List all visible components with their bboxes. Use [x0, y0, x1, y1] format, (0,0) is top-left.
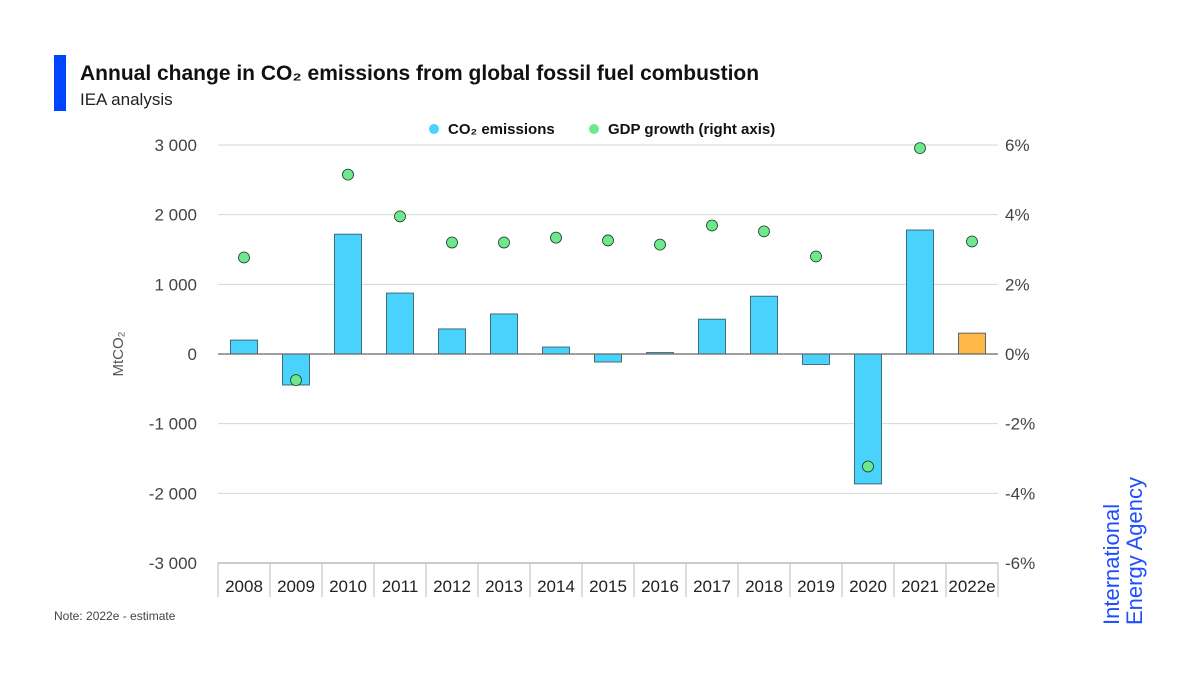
bar-2022e [958, 332, 986, 355]
y2-tick-label: -4% [1005, 484, 1035, 503]
bar-2008 [230, 339, 258, 355]
y-tick-label: 0 [188, 345, 197, 364]
bar-2010 [334, 233, 362, 355]
gdp-point-2021 [914, 142, 926, 155]
chart-title: Annual change in CO₂ emissions from glob… [80, 62, 760, 85]
logo-line-2: Energy Agency [1122, 477, 1147, 625]
y-axis-label: MtCO₂ [110, 331, 127, 376]
gdp-point-2019 [810, 250, 822, 263]
x-tick-label: 2016 [641, 577, 679, 596]
bar-2017 [698, 318, 726, 355]
y2-tick-label: 0% [1005, 345, 1030, 364]
bar-2018 [750, 295, 778, 355]
gdp-point-2015 [602, 234, 614, 247]
bar-2015 [594, 353, 622, 363]
gdp-point-2014 [550, 231, 562, 244]
y-tick-label: 3 000 [154, 136, 197, 155]
note: Note: 2022e - estimate [54, 609, 176, 623]
x-tick-label: 2014 [537, 577, 575, 596]
x-tick-label: 2009 [277, 577, 315, 596]
y2-tick-label: 4% [1005, 206, 1030, 225]
logo-line-1: International [1099, 503, 1124, 625]
gdp-point-2008 [238, 251, 250, 264]
legend-co2-marker [429, 124, 439, 134]
x-tick-label: 2018 [745, 577, 783, 596]
x-tick-label: 2015 [589, 577, 627, 596]
x-tick-label: 2022e [948, 577, 995, 596]
y-tick-label: -3 000 [149, 554, 197, 573]
bar-2014 [542, 346, 570, 355]
gdp-point-2020 [862, 460, 874, 473]
gdp-point-2009 [290, 374, 302, 387]
x-tick-label: 2013 [485, 577, 523, 596]
legend-gdp-label: GDP growth (right axis) [608, 121, 775, 138]
x-tick-label: 2012 [433, 577, 471, 596]
bar-2013 [490, 313, 518, 355]
gdp-point-2022e [966, 235, 978, 248]
iea-logo: International Energy Agency [1099, 477, 1147, 625]
y2-tick-label: -6% [1005, 554, 1035, 573]
legend-co2-label: CO₂ emissions [448, 121, 555, 138]
gdp-point-2017 [706, 219, 718, 232]
legend-gdp-marker [589, 124, 599, 134]
y-tick-label: -1 000 [149, 415, 197, 434]
bar-2011 [386, 292, 414, 355]
x-tick-label: 2021 [901, 577, 939, 596]
accent-bar [54, 55, 66, 111]
bar-2012 [438, 328, 466, 355]
bar-2019 [802, 353, 830, 365]
x-tick-label: 2008 [225, 577, 263, 596]
x-tick-label: 2019 [797, 577, 835, 596]
y2-tick-label: -2% [1005, 415, 1035, 434]
x-tick-label: 2017 [693, 577, 731, 596]
y2-tick-label: 6% [1005, 136, 1030, 155]
gdp-point-2010 [342, 168, 354, 181]
x-tick-label: 2020 [849, 577, 887, 596]
gdp-point-2012 [446, 236, 458, 249]
y-tick-label: 1 000 [154, 275, 197, 294]
gdp-point-2016 [654, 238, 666, 251]
gdp-point-2013 [498, 236, 510, 249]
y-tick-label: 2 000 [154, 206, 197, 225]
bar-2021 [906, 229, 934, 355]
x-tick-label: 2011 [382, 577, 419, 596]
gdp-point-2011 [394, 210, 406, 223]
chart-subtitle: IEA analysis [80, 90, 173, 109]
y2-tick-label: 2% [1005, 275, 1030, 294]
x-tick-label: 2010 [329, 577, 367, 596]
gdp-point-2018 [758, 225, 770, 238]
y-tick-label: -2 000 [149, 484, 197, 503]
